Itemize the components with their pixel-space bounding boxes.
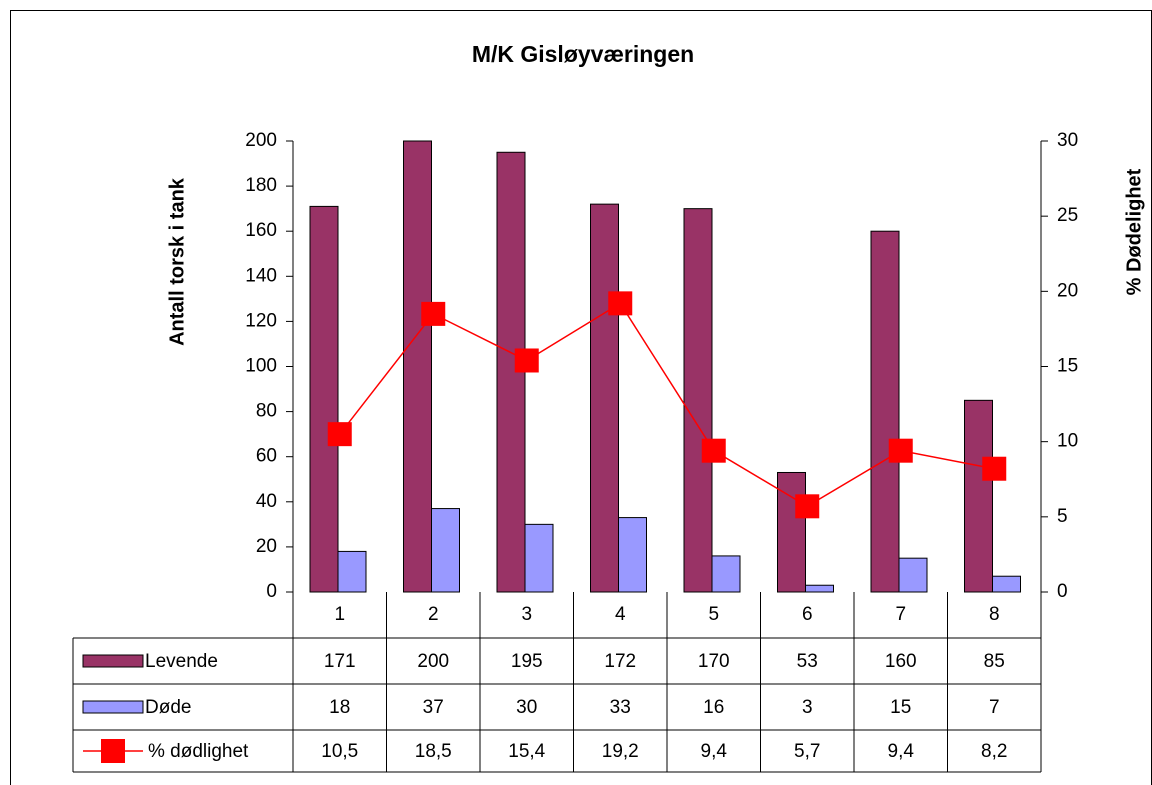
table-cell: 3 <box>802 697 813 718</box>
bar <box>683 208 713 593</box>
table-cell: 171 <box>324 651 356 672</box>
marker <box>701 438 726 463</box>
bar <box>431 508 460 593</box>
y2-tick-label: 20 <box>1057 280 1078 301</box>
marker <box>795 494 820 519</box>
table-cell: 200 <box>417 651 449 672</box>
table-cell: 8,2 <box>981 741 1007 762</box>
table-cell: 18,5 <box>415 741 452 762</box>
table-cell: 16 <box>703 697 724 718</box>
y-tick-label: 180 <box>245 175 277 196</box>
legend-label: Døde <box>145 697 191 718</box>
chart-title: M/K Gisløyværingen <box>472 41 694 67</box>
bar <box>618 517 647 593</box>
bar <box>777 471 806 593</box>
legend-swatch <box>82 654 144 668</box>
chart-frame <box>10 10 1152 785</box>
table-cell: 9,4 <box>888 741 915 762</box>
legend-swatch <box>82 700 144 714</box>
bar <box>309 205 339 593</box>
y-tick-label: 140 <box>245 265 277 286</box>
y-tick-label: 120 <box>245 310 277 331</box>
table-cell: 9,4 <box>701 741 728 762</box>
marker <box>514 348 539 373</box>
y2-tick-label: 25 <box>1057 205 1078 226</box>
y2-tick-label: 0 <box>1057 581 1068 602</box>
bar <box>805 584 834 593</box>
marker <box>888 438 913 463</box>
y2-tick-label: 30 <box>1057 130 1078 151</box>
table-cell: 18 <box>329 697 350 718</box>
y2-axis-label: % Dødelighet <box>1123 168 1145 295</box>
bar <box>898 557 928 593</box>
bar <box>870 230 900 593</box>
legend-label: Levende <box>145 651 218 672</box>
table-cell: 19,2 <box>602 741 639 762</box>
bar <box>590 203 619 593</box>
legend-label: % dødlighet <box>148 741 249 762</box>
line <box>339 302 995 508</box>
bar <box>711 555 741 593</box>
bar <box>524 523 554 593</box>
y-tick-label: 100 <box>245 356 277 377</box>
bar <box>403 140 432 593</box>
x-tick-label: 6 <box>802 604 813 625</box>
legend-marker <box>101 739 125 763</box>
x-tick-label: 3 <box>521 604 532 625</box>
table-cell: 10,5 <box>321 741 358 762</box>
table-cell: 170 <box>698 651 730 672</box>
x-tick-label: 5 <box>708 604 719 625</box>
marker <box>421 301 446 326</box>
bar <box>992 575 1021 593</box>
y2-tick-label: 5 <box>1057 506 1068 527</box>
table-cell: 160 <box>885 651 917 672</box>
y-tick-label: 160 <box>245 220 277 241</box>
table-cell: 53 <box>797 651 818 672</box>
y-tick-label: 0 <box>266 581 277 602</box>
y-tick-label: 20 <box>256 536 277 557</box>
table-cell: 33 <box>610 697 631 718</box>
table-cell: 85 <box>984 651 1005 672</box>
y-tick-label: 60 <box>256 446 277 467</box>
table-cell: 37 <box>423 697 444 718</box>
y2-tick-label: 10 <box>1057 431 1078 452</box>
table-cell: 5,7 <box>794 741 820 762</box>
x-tick-label: 1 <box>334 604 345 625</box>
marker <box>327 422 352 447</box>
y-tick-label: 40 <box>256 491 277 512</box>
table-cell: 7 <box>989 697 1000 718</box>
table-cell: 172 <box>604 651 636 672</box>
table-cell: 15 <box>890 697 911 718</box>
y-tick-label: 80 <box>256 401 277 422</box>
marker <box>982 456 1007 481</box>
y2-tick-label: 15 <box>1057 356 1078 377</box>
marker <box>608 291 633 316</box>
table-cell: 195 <box>511 651 543 672</box>
table-cell: 30 <box>516 697 537 718</box>
bar <box>337 550 367 593</box>
x-tick-label: 8 <box>989 604 1000 625</box>
table-cell: 15,4 <box>508 741 545 762</box>
x-tick-label: 4 <box>615 604 626 625</box>
bar <box>964 399 993 593</box>
y-axis-label: Antall torsk i tank <box>166 177 188 346</box>
x-tick-label: 2 <box>428 604 439 625</box>
y-tick-label: 200 <box>245 130 277 151</box>
x-tick-label: 7 <box>895 604 906 625</box>
